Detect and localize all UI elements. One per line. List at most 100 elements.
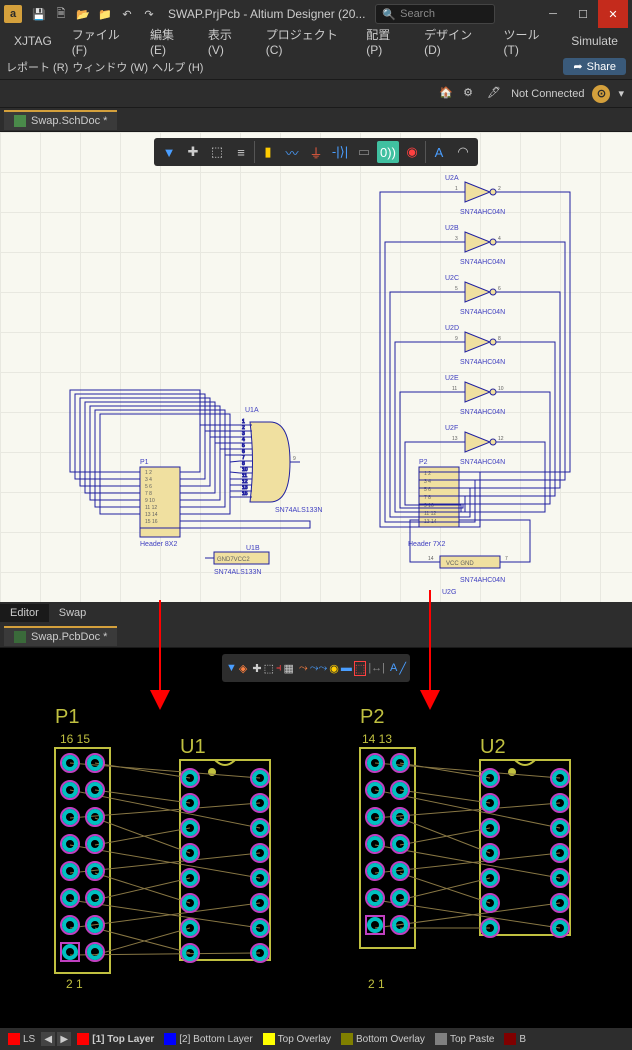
- cloud-icon[interactable]: 🖋: [487, 86, 503, 102]
- fill-icon[interactable]: ▬: [341, 662, 352, 674]
- app-logo: a: [4, 5, 22, 23]
- pcb-doc-tabs: Swap.PcbDoc *: [0, 624, 632, 648]
- svg-text:SN74AHC04N: SN74AHC04N: [460, 409, 505, 416]
- pcb-p1-label: P1: [55, 706, 79, 728]
- connection-status: Not Connected: [511, 88, 584, 100]
- u1b-pins: GND7VCC2: [217, 557, 250, 563]
- svg-text:SN74AHC04N: SN74AHC04N: [460, 309, 505, 316]
- align-icon[interactable]: ⫞: [276, 662, 282, 675]
- open-icon[interactable]: 📂: [75, 6, 91, 22]
- u1b-type: SN74ALS133N: [214, 569, 261, 576]
- share-icon: ➦: [573, 60, 582, 73]
- save-all-icon[interactable]: 🗎: [53, 6, 69, 22]
- poly-icon[interactable]: ⬚: [354, 661, 366, 676]
- svg-text:8: 8: [498, 336, 501, 342]
- layer-ls[interactable]: LS: [4, 1033, 39, 1045]
- select-icon[interactable]: ⬚: [264, 662, 274, 675]
- nav-next[interactable]: ▶: [57, 1032, 71, 1046]
- menu-simulate[interactable]: Simulate: [563, 31, 626, 51]
- swap-tab[interactable]: Swap: [49, 604, 97, 622]
- svg-text:2: 2: [498, 186, 501, 192]
- svg-text:U2A: U2A: [445, 175, 459, 182]
- pcb-p2-label: P2: [360, 706, 384, 728]
- schematic-svg: P1 1 2 3 4 5 6 7 8 9 10 11 12 13 14 15 1…: [0, 132, 632, 602]
- layer-more[interactable]: B: [500, 1033, 530, 1045]
- p2-type: Header 7X2: [408, 541, 445, 548]
- svg-text:7 8: 7 8: [145, 491, 152, 497]
- menu-window[interactable]: ウィンドウ (W): [72, 59, 148, 75]
- svg-text:11: 11: [452, 386, 457, 392]
- svg-text:U2F: U2F: [445, 425, 458, 432]
- menu-place[interactable]: 配置 (P): [358, 23, 412, 60]
- pcb-toolbar: ▼ ◈ ✚ ⬚ ⫞ ▦ ⤳ ⤳⤳ ◉ ▬ ⬚ |↔| A ╱: [222, 654, 410, 682]
- u1b-label: U1B: [246, 545, 260, 552]
- editor-tab[interactable]: Editor: [0, 604, 49, 622]
- route-icon[interactable]: ⤳: [299, 662, 308, 675]
- svg-text:U2C: U2C: [445, 275, 459, 282]
- svg-text:12: 12: [498, 436, 504, 442]
- highlight-icon[interactable]: ◈: [239, 662, 247, 675]
- svg-text:SN74AHC04N: SN74AHC04N: [460, 209, 505, 216]
- dim-icon[interactable]: |↔|: [368, 662, 385, 674]
- close-button[interactable]: ✕: [598, 0, 628, 28]
- svg-text:15 16: 15 16: [145, 519, 158, 525]
- pcb-canvas[interactable]: ▼ ◈ ✚ ⬚ ⫞ ▦ ⤳ ⤳⤳ ◉ ▬ ⬚ |↔| A ╱ P1 U1 P2 …: [0, 648, 632, 1028]
- sch-doc-name: Swap.SchDoc *: [31, 115, 107, 127]
- pcb-doc-name: Swap.PcbDoc *: [31, 631, 107, 643]
- nav-prev[interactable]: ◀: [41, 1032, 55, 1046]
- svg-text:5: 5: [455, 286, 458, 292]
- diffroute-icon[interactable]: ⤳⤳: [310, 662, 328, 675]
- menu-edit[interactable]: 編集 (E): [142, 23, 196, 60]
- menu-xjtag[interactable]: XJTAG: [6, 31, 60, 51]
- menu-view[interactable]: 表示 (V): [200, 23, 254, 60]
- pcb-u2-label: U2: [480, 736, 506, 758]
- dropdown-icon[interactable]: ▾: [618, 87, 624, 100]
- settings-icon[interactable]: ⚙: [463, 86, 479, 102]
- move-icon[interactable]: ✚: [252, 662, 261, 675]
- filter-icon[interactable]: ▼: [226, 662, 237, 674]
- u2g-label: U2G: [442, 589, 456, 596]
- home-icon[interactable]: 🏠: [439, 86, 455, 102]
- search-input[interactable]: 🔍 Search: [375, 4, 495, 24]
- menu-file[interactable]: ファイル (F): [64, 23, 138, 60]
- undo-icon[interactable]: ↶: [119, 6, 135, 22]
- layer-topoverlay[interactable]: Top Overlay: [259, 1033, 335, 1045]
- search-placeholder: Search: [400, 8, 435, 20]
- menubar-1: XJTAG ファイル (F) 編集 (E) 表示 (V) プロジェクト (C) …: [0, 28, 632, 54]
- component-icon[interactable]: ▦: [283, 662, 293, 675]
- line-icon[interactable]: ╱: [399, 662, 406, 675]
- schematic-canvas[interactable]: ▼ ✚ ⬚ ≡ ▮ 〰 ⏚ -|⟩| ▭ 0)) ◉ A ◠ P1 1 2 3 …: [0, 132, 632, 602]
- svg-text:9 10: 9 10: [145, 498, 155, 504]
- svg-text:6: 6: [498, 286, 501, 292]
- sch-tab[interactable]: Swap.SchDoc *: [4, 110, 117, 130]
- text-icon[interactable]: A: [390, 662, 397, 674]
- share-button[interactable]: ➦ Share: [563, 58, 626, 75]
- open2-icon[interactable]: 📁: [97, 6, 113, 22]
- menu-project[interactable]: プロジェクト (C): [258, 23, 354, 60]
- svg-text:4: 4: [498, 236, 501, 242]
- layer-bottomoverlay[interactable]: Bottom Overlay: [337, 1033, 429, 1045]
- layer-bottom[interactable]: [2] Bottom Layer: [160, 1033, 256, 1045]
- via-icon[interactable]: ◉: [329, 662, 339, 675]
- layer-top[interactable]: [1] Top Layer: [73, 1033, 158, 1045]
- svg-text:U2D: U2D: [445, 325, 459, 332]
- p2-label: P2: [419, 459, 428, 466]
- sch-bottom-tabs: Editor Swap: [0, 602, 632, 624]
- user-badge[interactable]: ⊙: [592, 85, 610, 103]
- redo-icon[interactable]: ↷: [141, 6, 157, 22]
- u1a-body: [250, 422, 290, 502]
- maximize-button[interactable]: ☐: [568, 0, 598, 28]
- menu-design[interactable]: デザイン (D): [416, 23, 491, 60]
- search-icon: 🔍: [382, 8, 396, 21]
- menu-report[interactable]: レポート (R): [6, 59, 68, 75]
- menu-help[interactable]: ヘルプ (H): [152, 59, 203, 75]
- pcb-tab[interactable]: Swap.PcbDoc *: [4, 626, 117, 646]
- layer-toppaste[interactable]: Top Paste: [431, 1033, 498, 1045]
- save-icon[interactable]: 💾: [31, 6, 47, 22]
- svg-text:1: 1: [455, 186, 458, 192]
- menu-tools[interactable]: ツール (T): [496, 23, 560, 60]
- svg-text:5 6: 5 6: [145, 484, 152, 490]
- svg-text:10: 10: [498, 386, 504, 392]
- svg-text:U2E: U2E: [445, 375, 459, 382]
- svg-text:2 1: 2 1: [66, 977, 83, 991]
